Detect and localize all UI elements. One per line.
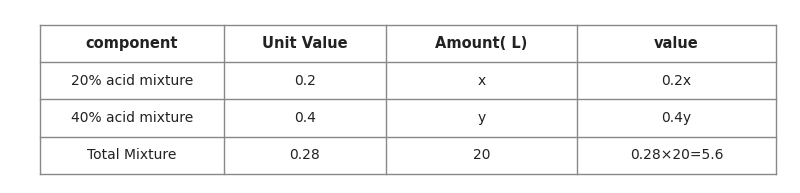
Text: Unit Value: Unit Value <box>262 36 348 51</box>
Text: 0.2: 0.2 <box>294 74 316 88</box>
Text: 0.4: 0.4 <box>294 111 316 125</box>
Text: 20% acid mixture: 20% acid mixture <box>71 74 193 88</box>
Text: 0.28: 0.28 <box>290 148 320 162</box>
Text: value: value <box>654 36 699 51</box>
Text: y: y <box>478 111 486 125</box>
Text: 0.2x: 0.2x <box>662 74 692 88</box>
Text: 20: 20 <box>473 148 490 162</box>
Text: x: x <box>478 74 486 88</box>
Text: Total Mixture: Total Mixture <box>87 148 177 162</box>
Text: Amount( L): Amount( L) <box>435 36 528 51</box>
Text: component: component <box>86 36 178 51</box>
Text: 40% acid mixture: 40% acid mixture <box>71 111 193 125</box>
Text: 0.4y: 0.4y <box>662 111 692 125</box>
Text: 0.28×20=5.6: 0.28×20=5.6 <box>630 148 723 162</box>
